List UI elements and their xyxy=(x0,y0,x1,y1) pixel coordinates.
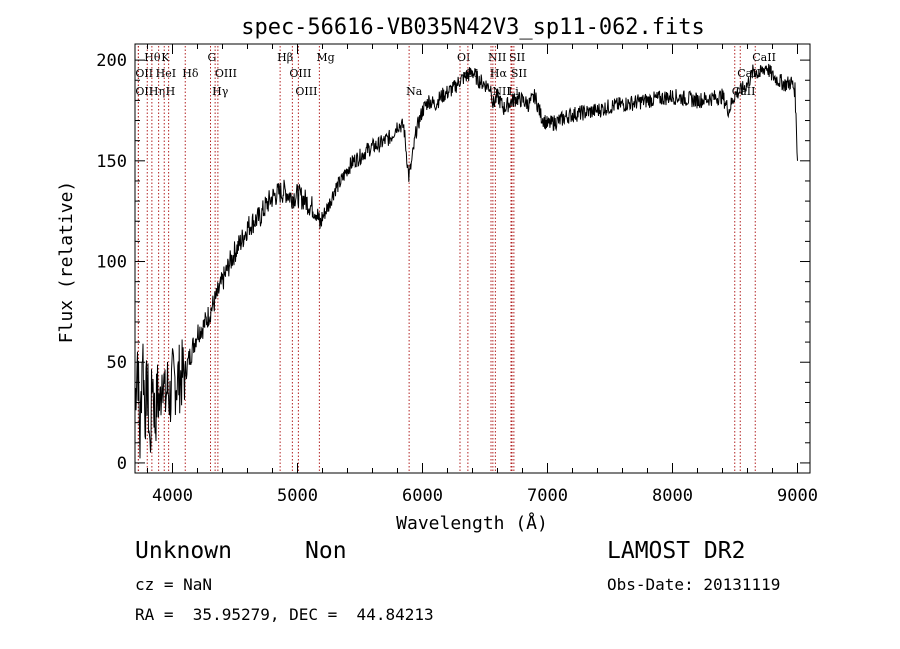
y-tick-label: 100 xyxy=(96,253,127,273)
marker-label: Hη xyxy=(149,85,165,98)
flux-series xyxy=(134,63,798,459)
marker-label: K xyxy=(161,51,170,64)
marker-label: Hθ xyxy=(144,51,161,64)
y-tick-label: 200 xyxy=(96,51,127,71)
marker-label: Hδ xyxy=(182,67,199,80)
marker-label: OII xyxy=(135,67,153,80)
x-axis-ticks: 4000 5000 6000 7000 8000 9000 xyxy=(147,44,818,506)
marker-label: OIII xyxy=(215,67,237,80)
marker-label: OII xyxy=(135,85,153,98)
y-tick-label: 0 xyxy=(117,454,127,474)
marker-label: NII xyxy=(488,51,506,64)
observation-date: Obs-Date: 20131119 xyxy=(607,575,781,594)
object-class: Unknown xyxy=(135,538,232,564)
marker-label: Hγ xyxy=(212,85,229,98)
marker-label: Li xyxy=(508,85,519,98)
marker-label: SII xyxy=(511,67,527,80)
marker-label: Hα xyxy=(490,67,508,80)
y-tick-label: 50 xyxy=(107,353,127,373)
y-axis-ticks: 0 50 100 150 200 xyxy=(96,51,810,474)
marker-label: OI xyxy=(457,51,470,64)
marker-label: CaII xyxy=(752,51,776,64)
redshift-value: cz = NaN xyxy=(135,575,213,594)
marker-label: G xyxy=(208,51,217,64)
marker-label: SII xyxy=(509,51,525,64)
marker-label: Mg xyxy=(316,51,334,64)
x-tick-label: 8000 xyxy=(652,486,693,506)
plot-frame xyxy=(134,43,811,474)
survey-name: LAMOST DR2 xyxy=(607,538,746,564)
spectrum-line xyxy=(134,63,798,459)
marker-label: OIII xyxy=(289,67,311,80)
marker-label: HeI xyxy=(156,67,176,80)
y-tick-label: 150 xyxy=(96,152,127,172)
marker-label: Na xyxy=(406,85,423,98)
object-subclass: Non xyxy=(305,538,347,564)
y-axis-label: Flux (relative) xyxy=(56,181,77,344)
coordinates: RA = 35.95279, DEC = 44.84213 xyxy=(135,605,434,624)
x-tick-label: 6000 xyxy=(402,486,443,506)
x-axis-label: Wavelength (Å) xyxy=(396,512,548,534)
x-tick-label: 4000 xyxy=(152,486,193,506)
x-tick-label: 7000 xyxy=(527,486,568,506)
x-tick-label: 5000 xyxy=(277,486,318,506)
marker-label: OIII xyxy=(295,85,317,98)
marker-label: H xyxy=(166,85,176,98)
x-tick-label: 9000 xyxy=(777,486,818,506)
chart-title: spec-56616-VB035N42V3_sp11-062.fits xyxy=(241,15,705,40)
marker-label: Hβ xyxy=(277,51,293,64)
